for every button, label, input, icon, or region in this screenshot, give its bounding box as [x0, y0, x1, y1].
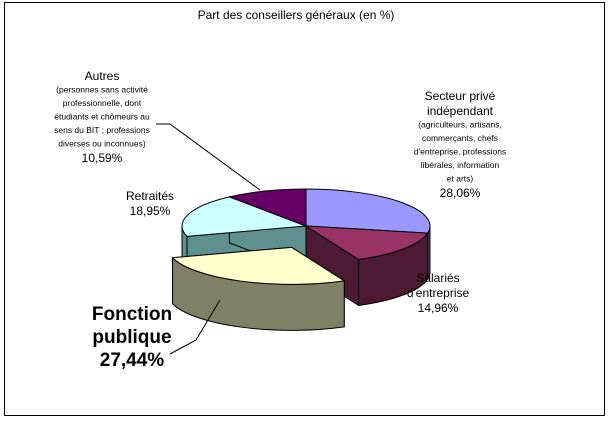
pie-slice-salaries-d-entreprise [305, 225, 429, 260]
slice-note-autres-line-3: étudiants et chômeurs au [54, 112, 150, 122]
slice-name-autres-line-1: Autres [85, 69, 120, 83]
slice-note-secteur-prive-independant-line-3: d'entreprise, professions [414, 147, 506, 157]
leader-line-autres [156, 123, 261, 191]
slice-name-secteur-prive-independant-line-1: Secteur privé [425, 89, 496, 103]
slice-note-autres-line-5: diverses ou inconnues) [58, 139, 146, 149]
pie-slice-secteur-prive-independant [305, 188, 431, 234]
slice-name-salaries-d-entreprise-line-1: Salariés [416, 271, 459, 285]
slice-note-autres-line-4: sens du BIT ; professions [54, 125, 150, 135]
pie-slice-autres [228, 188, 307, 227]
slice-name-fonction-publique-line-1: Fonction [92, 304, 172, 325]
slice-note-secteur-prive-independant-line-2: commerçants, chefs [422, 133, 498, 143]
slice-label-autres: Autres (personnes sans activité profession… [54, 69, 150, 165]
slice-note-secteur-prive-independant-line-5: et arts) [447, 174, 474, 184]
slice-note-autres-line-1: (personnes sans activité [56, 85, 148, 95]
slice-name-salaries-d-entreprise-line-2: d'entreprise [407, 286, 470, 300]
slice-name-fonction-publique-line-2: publique [92, 327, 171, 348]
slice-note-secteur-prive-independant-line-1: (agriculteurs, artisans, [418, 120, 502, 130]
slice-name-retraites-line-1: Retraités [126, 189, 174, 203]
slice-value-secteur-prive-independant: 28,06% [440, 186, 481, 200]
slice-value-retraites: 18,95% [130, 204, 171, 218]
pie-slice-fonction-publique [172, 246, 345, 285]
slice-value-fonction-publique: 27,44% [100, 350, 165, 371]
slice-value-autres: 10,59% [82, 151, 123, 165]
slice-name-secteur-prive-independant-line-2: indépendant [427, 104, 494, 118]
pie-slice-retraites [181, 196, 307, 237]
leader-line-fonction-publique [169, 299, 221, 355]
slice-value-salaries-d-entreprise: 14,96% [418, 301, 459, 315]
slice-note-secteur-prive-independant-line-4: libérales, information [421, 160, 500, 170]
chart-title: Part des conseillers généraux (en %) [198, 8, 395, 22]
slice-note-autres-line-2: professionnelle, dont [63, 98, 142, 108]
